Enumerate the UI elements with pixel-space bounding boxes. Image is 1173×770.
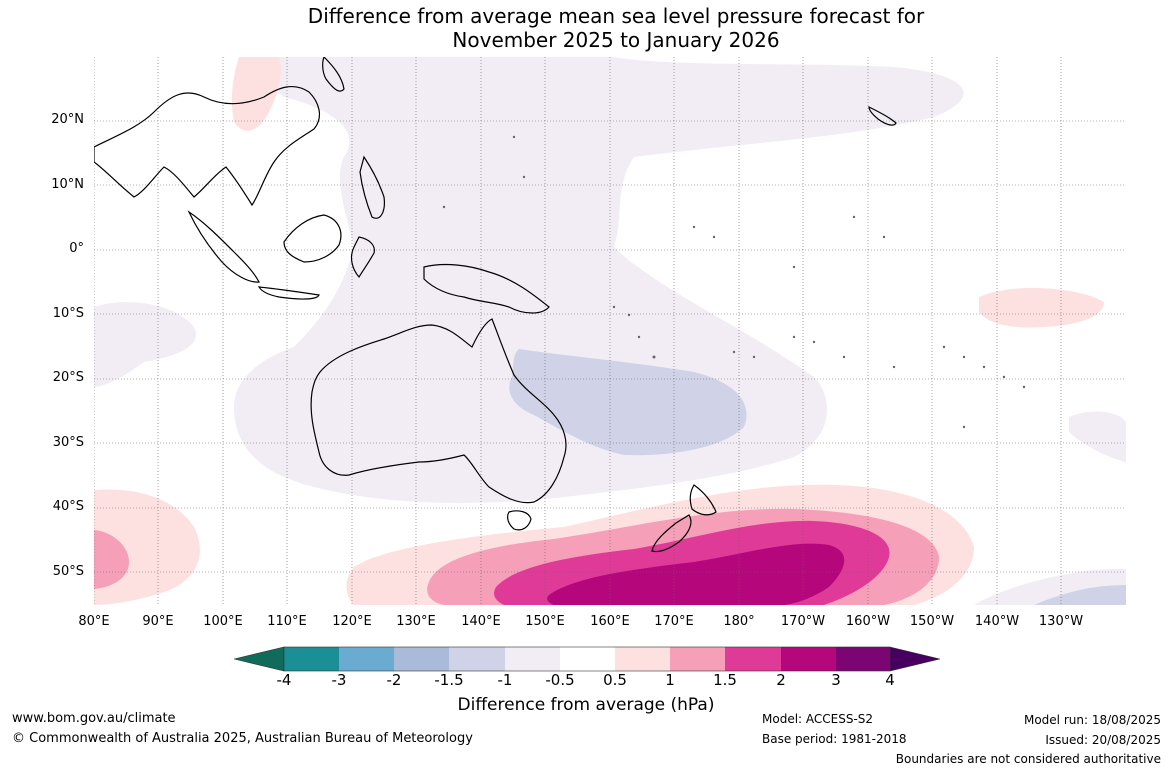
pacific-islands: [442, 135, 1026, 429]
footer-model-run: Model run: 18/08/2025: [1023, 713, 1161, 727]
lon-label-180: 180°: [723, 614, 755, 629]
lat-label-20s: 20°S: [52, 370, 84, 385]
lon-label-90e: 90°E: [142, 614, 174, 629]
coastline-australia: [310, 318, 567, 504]
colorbar-tick-minus-3: -3: [331, 671, 347, 689]
lat-label-20n: 20°N: [51, 112, 84, 127]
colorbar-tick-1-5: 1.5: [713, 671, 737, 689]
lon-label-130e: 130°E: [396, 614, 436, 629]
graticule: [94, 57, 1126, 605]
lon-label-170w: 170°W: [780, 614, 826, 629]
coastline-new-zealand-south: [651, 514, 692, 553]
title-line-2: November 2025 to January 2026: [452, 28, 780, 52]
colorbar-bin-10: [781, 647, 836, 671]
anomaly-region-light-lavender: [234, 57, 964, 503]
title-line-1: Difference from average mean sea level p…: [307, 4, 925, 28]
colorbar-tick-4: 4: [885, 671, 895, 689]
colorbar-bin-7: [615, 647, 670, 671]
colorbar-bin-1: [284, 647, 339, 671]
anomaly-region-lavender-southeast: [1034, 585, 1126, 605]
colorbar-tick-minus-4: -4: [276, 671, 292, 689]
lon-label-130w: 130°W: [1038, 614, 1084, 629]
anomaly-region-pink-southwest: [94, 530, 129, 589]
coastline-se-asia: [94, 85, 321, 207]
lat-label-30s: 30°S: [52, 435, 84, 450]
colorbar-bin-8: [670, 647, 725, 671]
anomaly-region-deep-magenta: [547, 543, 845, 605]
colorbar-bin-5: [505, 647, 560, 671]
lon-label-110e: 110°E: [267, 614, 307, 629]
colorbar-tick-minus-1: -1: [497, 671, 513, 689]
lon-label-160e: 160°E: [590, 614, 630, 629]
colorbar-tick-minus-1-5: -1.5: [434, 671, 464, 689]
coastline-java: [257, 286, 320, 300]
coastline-hawaii: [868, 106, 897, 126]
anomaly-region-lavender: [509, 349, 747, 456]
lat-label-10s: 10°S: [52, 306, 84, 321]
lon-label-140e: 140°E: [461, 614, 501, 629]
coastline-new-guinea: [423, 263, 550, 314]
lon-label-120e: 120°E: [332, 614, 372, 629]
anomaly-region-light-pink-north: [231, 57, 281, 131]
coastline-new-zealand-north: [689, 484, 717, 516]
colorbar: [234, 646, 940, 672]
colorbar-tick-2: 2: [776, 671, 786, 689]
lat-label-40s: 40°S: [52, 499, 84, 514]
coastline-sumatra: [187, 210, 260, 283]
anomaly-region-light-pink-east: [979, 287, 1104, 328]
lon-label-100e: 100°E: [203, 614, 243, 629]
coastline-tasmania: [507, 510, 532, 531]
lon-label-140w: 140°W: [974, 614, 1020, 629]
colorbar-tick-minus-0-5: -0.5: [545, 671, 575, 689]
colorbar-title: Difference from average (hPa): [457, 695, 715, 715]
coastline-japan: [322, 57, 345, 92]
footer-website: www.bom.gov.au/climate: [12, 711, 176, 726]
colorbar-tick-0-5: 0.5: [603, 671, 627, 689]
colorbar-bin-3: [394, 647, 449, 671]
lon-label-170e: 170°E: [654, 614, 694, 629]
lon-label-150w: 150°W: [909, 614, 955, 629]
lon-label-80e: 80°E: [78, 614, 110, 629]
anomaly-region-light-lavender-east: [1069, 411, 1126, 462]
colorbar-bin-11: [836, 647, 890, 671]
footer-base-period: Base period: 1981-2018: [762, 732, 907, 746]
anomaly-region-light-lavender-west: [94, 302, 196, 387]
colorbar-extend-high: [889, 646, 940, 672]
coastline-borneo: [283, 214, 342, 263]
lat-label-50s: 50°S: [52, 564, 84, 579]
lat-label-0: 0°: [69, 241, 84, 256]
coastlines: [94, 57, 897, 553]
footer-copyright: © Commonwealth of Australia 2025, Austra…: [12, 731, 473, 746]
colorbar-bin-2: [339, 647, 394, 671]
footer-boundaries: Boundaries are not considered authoritat…: [895, 752, 1161, 766]
lat-label-10n: 10°N: [51, 177, 84, 192]
coastline-philippines: [359, 155, 385, 219]
colorbar-bin-4: [449, 647, 505, 671]
colorbar-bin-6: [560, 647, 615, 671]
colorbar-bin-9: [725, 647, 781, 671]
colorbar-extend-low: [234, 646, 285, 672]
lon-label-150e: 150°E: [525, 614, 565, 629]
coastline-sulawesi: [350, 236, 375, 279]
footer-model: Model: ACCESS-S2: [762, 712, 874, 726]
colorbar-tick-minus-2: -2: [386, 671, 402, 689]
colorbar-tick-3: 3: [831, 671, 841, 689]
lon-label-160w: 160°W: [845, 614, 891, 629]
colorbar-tick-1: 1: [665, 671, 675, 689]
footer-issued: Issued: 20/08/2025: [1045, 733, 1161, 747]
pressure-anomaly-map: [94, 57, 1126, 605]
map-title: Difference from average mean sea level p…: [0, 4, 1173, 52]
